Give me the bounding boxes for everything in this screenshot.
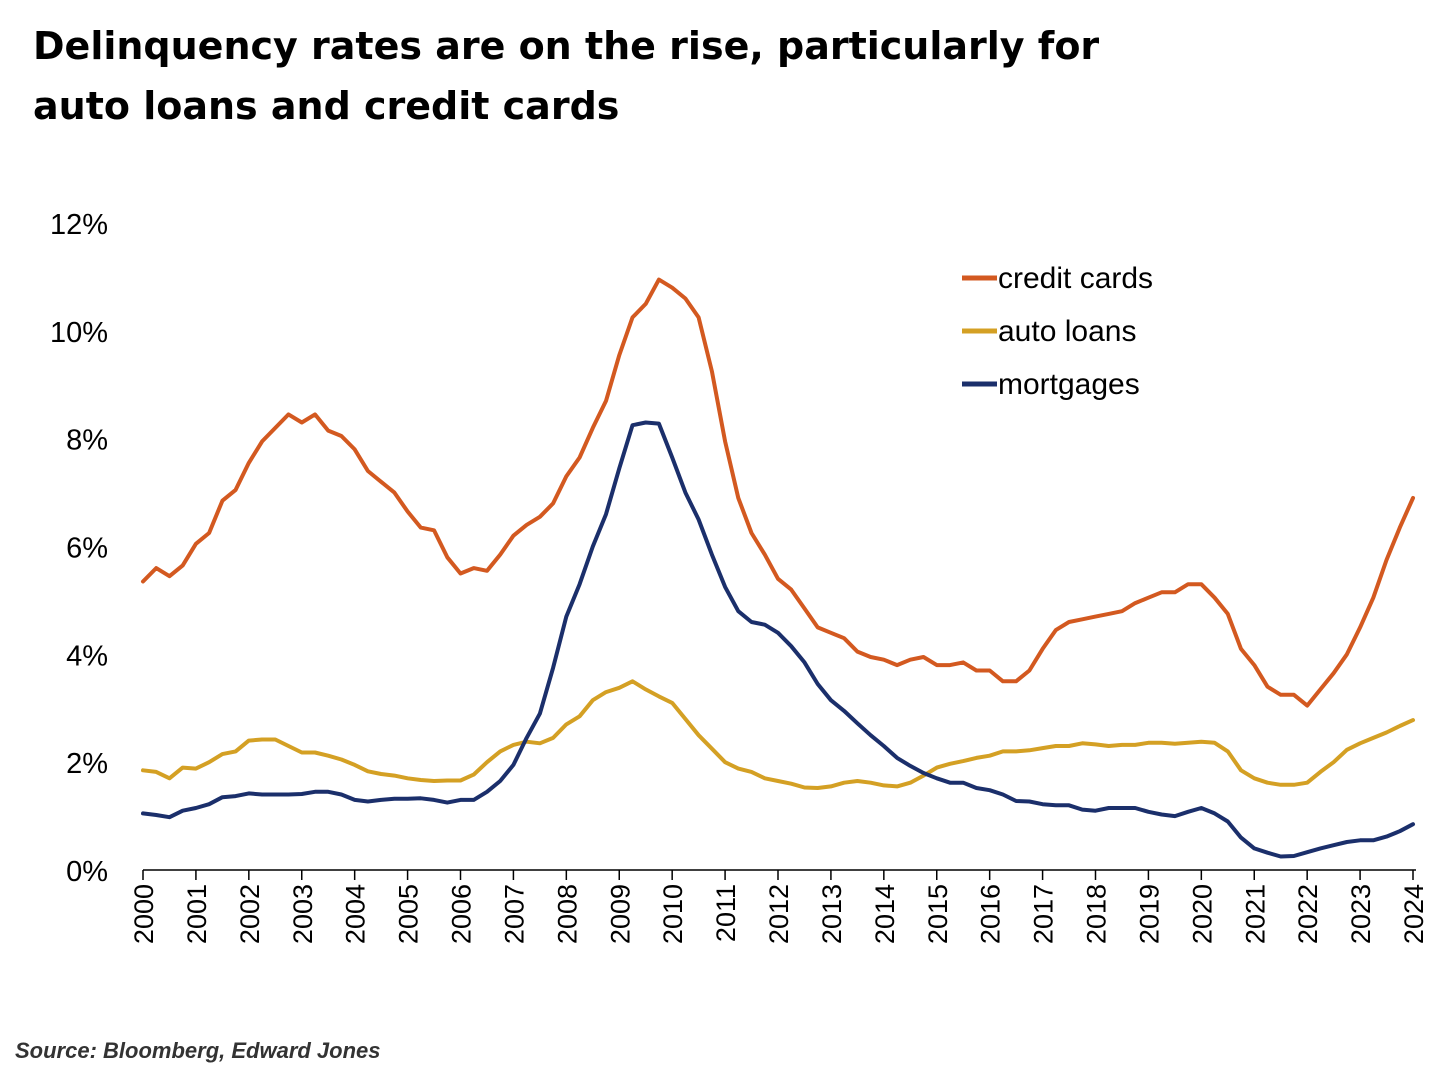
y-tick-label: 4%: [66, 640, 108, 672]
line-chart: 0% 2% 4% 6% 8% 10% 12% 2000 2001 2002 2003 2004 2005…: [50, 209, 1429, 944]
x-tick-label: 2004: [341, 884, 371, 944]
legend-label: auto loans: [998, 315, 1136, 348]
x-tick-label: 2009: [605, 884, 635, 944]
legend-label: mortgages: [998, 368, 1140, 401]
y-tick-label: 12%: [50, 209, 108, 241]
x-tick-label: 2000: [129, 884, 159, 944]
legend-label: credit cards: [998, 262, 1153, 295]
x-tick-label: 2015: [923, 884, 953, 944]
x-tick-label: 2007: [499, 884, 529, 944]
y-tick-label: 6%: [66, 533, 108, 565]
series-line-credit-cards: [141, 277, 1415, 708]
axes: 0% 2% 4% 6% 8% 10% 12% 2000 2001 2002 2003 2004 2005…: [50, 209, 1429, 944]
x-tick-label: 2008: [552, 884, 582, 944]
series-line-mortgages: [141, 420, 1415, 859]
x-tick-label: 2017: [1029, 884, 1059, 944]
source-note: Source: Bloomberg, Edward Jones: [15, 1038, 381, 1063]
x-tick-label: 2001: [182, 884, 212, 944]
x-tick-label: 2022: [1293, 884, 1323, 944]
series-line-auto-loans: [141, 679, 1415, 790]
series-lines: [141, 277, 1415, 859]
x-tick-label: 2005: [394, 884, 424, 944]
legend: credit cards auto loans mortgages: [962, 262, 1153, 401]
x-tick-label: 2011: [711, 884, 741, 942]
x-tick-label: 2020: [1187, 884, 1217, 944]
x-tick-label: 2012: [764, 884, 794, 944]
x-tick-label: 2010: [658, 884, 688, 944]
x-tick-label: 2024: [1399, 884, 1429, 944]
x-tick-label: 2021: [1240, 884, 1270, 944]
title-line-2: auto loans and credit cards: [33, 84, 620, 128]
x-tick-label: 2016: [976, 884, 1006, 944]
x-tick-label: 2013: [817, 884, 847, 944]
x-tick-label: 2018: [1082, 884, 1112, 944]
x-tick-label: 2002: [235, 884, 265, 944]
y-tick-label: 10%: [50, 317, 108, 349]
title-line-1: Delinquency rates are on the rise, parti…: [33, 24, 1100, 68]
x-tick-label: 2003: [288, 884, 318, 944]
x-tick-label: 2006: [447, 884, 477, 944]
y-tick-label: 8%: [66, 425, 108, 457]
x-tick-label: 2023: [1346, 884, 1376, 944]
y-tick-label: 0%: [66, 856, 108, 888]
x-tick-label: 2019: [1134, 884, 1164, 944]
y-tick-label: 2%: [66, 748, 108, 780]
chart-title: Delinquency rates are on the rise, parti…: [33, 16, 1233, 136]
x-tick-label: 2014: [870, 884, 900, 944]
